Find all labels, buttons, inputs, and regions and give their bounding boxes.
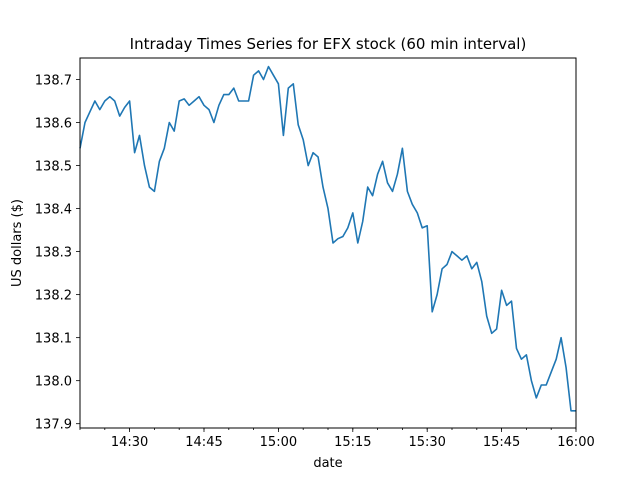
y-axis-label: US dollars ($)	[10, 199, 25, 287]
x-tick-label: 15:15	[334, 435, 371, 450]
y-tick-label: 138.4	[35, 203, 72, 218]
y-tick-label: 137.9	[35, 418, 72, 433]
x-tick-label: 15:00	[260, 435, 297, 450]
x-axis: 14:30 14:45 15:00 15:15 15:30 15:45 16:00	[79, 428, 595, 450]
x-tick-label: 15:45	[483, 435, 520, 450]
plot-frame	[79, 57, 577, 429]
y-tick-label: 138.5	[35, 160, 72, 175]
x-tick-label: 14:45	[185, 435, 222, 450]
chart-title: Intraday Times Series for EFX stock (60 …	[130, 35, 527, 53]
y-axis: 137.9 138.0 138.1 138.2 138.3 138.4 138.5 138.6…	[35, 74, 80, 433]
series-line-0	[79, 65, 576, 412]
x-tick-label: 15:30	[408, 435, 445, 450]
x-tick-label: 14:30	[111, 435, 148, 450]
y-tick-label: 138.6	[35, 117, 72, 132]
y-tick-label: 138.0	[35, 375, 72, 390]
x-axis-label: date	[313, 456, 342, 471]
x-tick-label: 16:00	[557, 435, 594, 450]
y-tick-label: 138.3	[35, 246, 72, 261]
y-tick-label: 138.1	[35, 332, 72, 347]
y-tick-label: 138.7	[35, 74, 72, 89]
plot-area	[79, 65, 576, 412]
y-tick-label: 138.2	[35, 289, 72, 304]
